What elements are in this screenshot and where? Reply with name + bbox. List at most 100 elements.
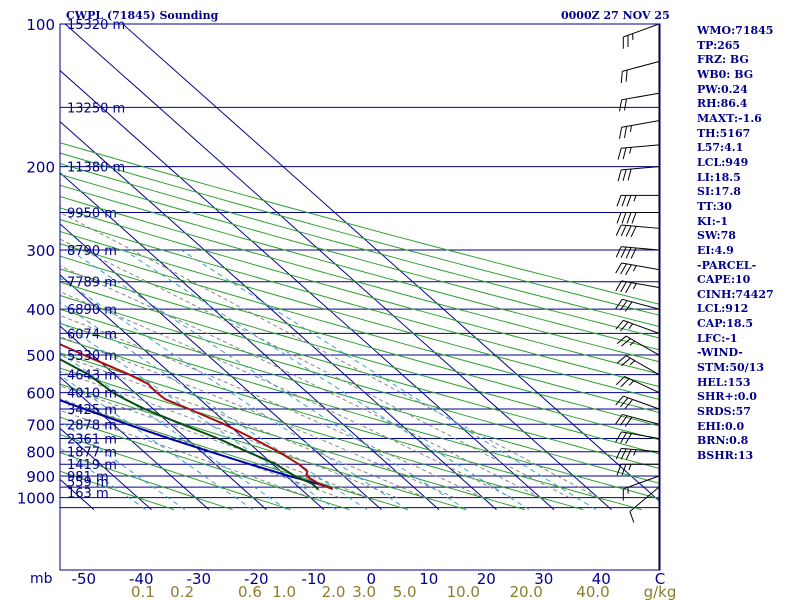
dry-adiabat-line [60, 294, 660, 470]
barb-half-flag [629, 340, 636, 346]
pressure-tick-label: 100 [26, 16, 55, 34]
height-label: 163 m [67, 486, 109, 501]
temperature-tick-label: 30 [534, 570, 553, 588]
barb-flag [620, 225, 627, 237]
barb-flag [625, 433, 632, 444]
dry-adiabat-line [60, 255, 660, 427]
barb-shaft [623, 23, 660, 38]
barb-flag [621, 195, 627, 207]
mixing-ratio-tick-label: 0.6 [238, 583, 262, 600]
temperature-tick-label: -50 [72, 570, 97, 588]
chart-title: CWPL (71845) Sounding [66, 9, 219, 22]
barb-flag [624, 416, 633, 427]
pressure-tick-label: 700 [26, 416, 55, 434]
barb-shaft [624, 376, 660, 394]
barb-shaft [629, 486, 660, 512]
mixing-ratio-line [123, 249, 530, 511]
temperature-tick-label: -30 [187, 570, 212, 588]
plot-frame [59, 23, 661, 571]
stat-line: LFC:-1 [697, 331, 738, 345]
barb-flag [620, 300, 628, 311]
barb-flag [620, 378, 630, 388]
barb-half-flag [632, 33, 634, 40]
stat-line: WB0: BG [697, 67, 754, 81]
mixing-ratio-tick-label: 1.0 [272, 583, 296, 600]
isotherm-line [60, 69, 555, 511]
wind-barb [615, 395, 660, 410]
stat-line: CINH:74427 [697, 287, 774, 301]
stat-line: LCL:912 [697, 302, 749, 316]
mixing-ratio-tick-label: 5.0 [393, 583, 417, 600]
pressure-tick-label: 1000 [17, 490, 55, 508]
barb-shaft [621, 246, 660, 251]
stat-line: PW:0.24 [697, 82, 748, 96]
barb-flag [615, 246, 622, 258]
barb-flag [615, 448, 622, 460]
dry-adiabat-line [60, 195, 660, 363]
barb-flag [616, 212, 622, 224]
barb-shaft [621, 280, 660, 288]
stat-line: HEL:153 [697, 375, 751, 389]
barb-flag [615, 431, 623, 443]
barb-flag [616, 335, 627, 344]
barb-shaft [621, 262, 660, 271]
temperature-tick-label: 0 [367, 570, 377, 588]
wind-barb [619, 120, 660, 139]
mixing-ratio-line [60, 352, 288, 511]
height-label: 4010 m [67, 387, 117, 402]
barb-flag [625, 70, 628, 82]
wind-barb [615, 376, 660, 394]
stat-line: WMO:71845 [697, 24, 774, 37]
barb-flag [615, 224, 622, 236]
wind-barb [616, 463, 659, 476]
height-label: 6074 m [67, 327, 117, 342]
wind-barb [615, 280, 660, 294]
barb-flag [616, 195, 622, 207]
mixing-ratio-tick-label: 2.0 [322, 583, 346, 600]
dry-adiabat-line [60, 243, 660, 414]
mixing-ratio-tick-label: 20.0 [509, 583, 542, 600]
temperature-tick-label: 10 [419, 570, 438, 588]
dry-adiabat-line [60, 452, 233, 511]
barb-flag [624, 301, 633, 312]
dry-adiabat-line [60, 322, 660, 500]
stat-line: TP:265 [697, 38, 741, 52]
temperature-tick-label: -40 [129, 570, 154, 588]
barb-flag [629, 511, 635, 523]
stat-line: STM:50/13 [697, 361, 764, 375]
barb-shaft [621, 166, 660, 171]
dry-adiabat-line [60, 219, 660, 388]
barb-flag [620, 432, 627, 444]
stat-line: -WIND- [697, 346, 743, 360]
profile-lines [60, 343, 334, 491]
barb-shaft [621, 144, 660, 149]
stat-line: TH:5167 [697, 126, 751, 140]
height-label: 1419 m [67, 458, 117, 473]
barb-flag [619, 99, 623, 112]
plot-border [59, 23, 661, 571]
pressure-tick-label: 200 [26, 159, 55, 177]
moist-adiabat-line [60, 336, 455, 499]
stat-line: RH:86.4 [697, 97, 748, 111]
barb-flag [625, 282, 632, 294]
wind-barb [616, 211, 659, 224]
barb-flag [627, 35, 629, 47]
dry-adiabat-line [60, 142, 660, 305]
barb-shaft [621, 431, 660, 439]
stat-line: LI:18.5 [697, 170, 741, 184]
mixing-ratio-unit-label: g/kg [644, 583, 677, 600]
parcel-line [60, 399, 329, 489]
dry-adiabat-line [60, 268, 660, 441]
barb-flag [615, 262, 623, 274]
barb-shaft [625, 335, 660, 356]
height-label: 11380 m [67, 161, 125, 176]
barb-flag [621, 357, 631, 367]
wind-barb [615, 319, 660, 334]
barb-flag [623, 126, 627, 139]
barb-flag [622, 36, 624, 49]
barb-flag [617, 169, 622, 182]
temperature-tick-label: 20 [477, 570, 496, 588]
pressure-tick-label: 600 [26, 385, 55, 403]
wind-barb [616, 194, 659, 207]
